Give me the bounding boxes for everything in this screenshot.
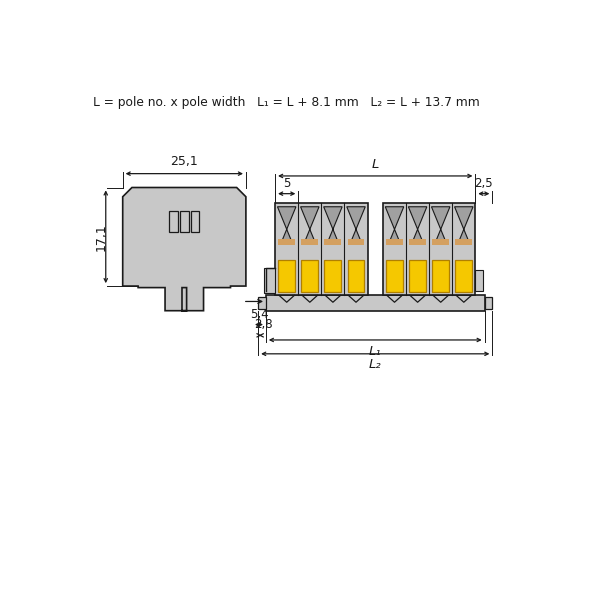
- Polygon shape: [277, 207, 296, 242]
- Polygon shape: [123, 187, 246, 311]
- Text: L: L: [371, 158, 379, 172]
- Bar: [278, 260, 295, 292]
- Text: L = pole no. x pole width   L₁ = L + 8.1 mm   L₂ = L + 13.7 mm: L = pole no. x pole width L₁ = L + 8.1 m…: [94, 96, 480, 109]
- Bar: [432, 239, 449, 245]
- Bar: [263, 268, 275, 293]
- Bar: [301, 260, 318, 292]
- Bar: [325, 260, 341, 292]
- Text: 2,8: 2,8: [254, 319, 273, 331]
- Bar: [301, 239, 318, 245]
- Bar: [266, 295, 485, 311]
- Bar: [455, 260, 472, 292]
- Bar: [475, 270, 483, 292]
- Bar: [278, 239, 295, 245]
- Text: 5,4: 5,4: [251, 308, 269, 321]
- Bar: [325, 239, 341, 245]
- Bar: [169, 211, 178, 232]
- Bar: [386, 239, 403, 245]
- Bar: [409, 239, 426, 245]
- Text: L₂: L₂: [369, 358, 382, 371]
- Polygon shape: [323, 207, 342, 242]
- Polygon shape: [347, 207, 365, 242]
- Bar: [455, 239, 472, 245]
- Bar: [347, 260, 364, 292]
- Text: L₁: L₁: [369, 344, 382, 358]
- Polygon shape: [385, 207, 404, 242]
- Bar: [258, 297, 266, 309]
- Bar: [180, 211, 188, 232]
- Bar: [432, 260, 449, 292]
- Text: 5: 5: [283, 177, 290, 190]
- Bar: [275, 203, 368, 295]
- Bar: [485, 297, 493, 309]
- Bar: [383, 203, 475, 295]
- Polygon shape: [301, 207, 319, 242]
- Polygon shape: [455, 207, 473, 242]
- Polygon shape: [431, 207, 450, 242]
- Bar: [347, 239, 364, 245]
- Bar: [386, 260, 403, 292]
- Bar: [191, 211, 199, 232]
- Polygon shape: [409, 207, 427, 242]
- Text: 25,1: 25,1: [170, 155, 198, 168]
- Text: 2,5: 2,5: [475, 177, 493, 190]
- Text: 17,1: 17,1: [95, 223, 107, 251]
- Bar: [409, 260, 426, 292]
